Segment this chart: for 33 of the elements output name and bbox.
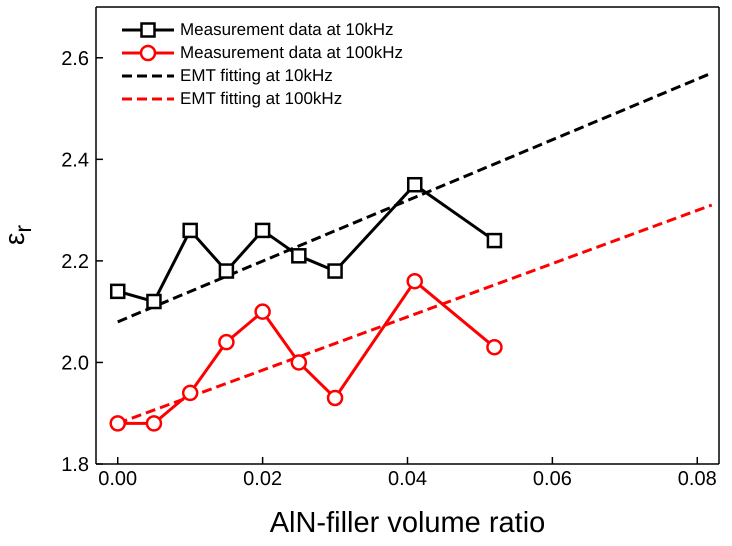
legend-label: Measurement data at 10kHz bbox=[180, 20, 394, 40]
point bbox=[146, 415, 162, 432]
point bbox=[254, 303, 271, 320]
point bbox=[486, 232, 502, 248]
point bbox=[110, 284, 126, 300]
x-tick-label: 0.04 bbox=[388, 468, 427, 490]
y-tick-label: 2.0 bbox=[61, 352, 89, 375]
point bbox=[109, 415, 126, 432]
point bbox=[406, 272, 423, 290]
point bbox=[406, 176, 422, 192]
y-tick-label: 1.8 bbox=[61, 454, 89, 476]
y-tick-label: 2.4 bbox=[61, 149, 89, 172]
legend-label: Measurement data at 100kHz bbox=[180, 42, 404, 62]
legend-label: EMT fitting at 10kHz bbox=[180, 66, 333, 86]
point bbox=[291, 248, 307, 264]
y-tick-label: 2.6 bbox=[61, 48, 89, 70]
x-tick-label: 0.02 bbox=[243, 468, 282, 490]
point bbox=[182, 384, 198, 402]
point bbox=[218, 334, 235, 350]
x-axis-title: AlN-filler volume ratio bbox=[270, 507, 546, 539]
point bbox=[254, 222, 270, 238]
x-tick-label: 0.08 bbox=[678, 468, 717, 490]
point bbox=[290, 354, 308, 371]
point bbox=[486, 338, 503, 356]
y-tick-label: 2.2 bbox=[61, 250, 89, 273]
point bbox=[182, 222, 198, 238]
point bbox=[146, 294, 162, 310]
legend-label: EMT fitting at 100kHz bbox=[180, 88, 342, 108]
point bbox=[327, 263, 343, 279]
x-tick-label: 0.00 bbox=[98, 468, 138, 490]
point bbox=[218, 263, 234, 279]
x-tick-label: 0.06 bbox=[532, 468, 572, 490]
point bbox=[326, 390, 344, 406]
